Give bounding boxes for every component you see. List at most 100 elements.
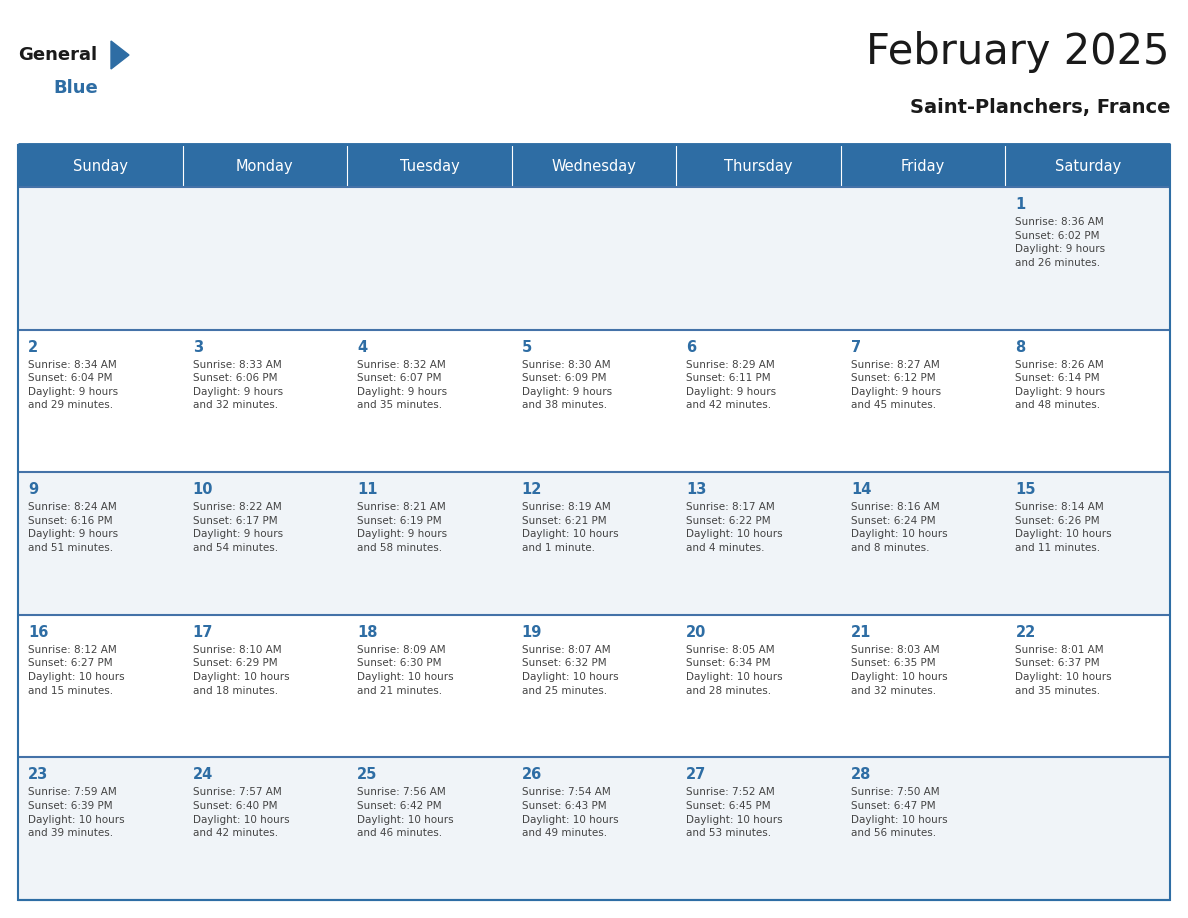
- Text: 17: 17: [192, 625, 213, 640]
- Text: Sunrise: 7:56 AM
Sunset: 6:42 PM
Daylight: 10 hours
and 46 minutes.: Sunrise: 7:56 AM Sunset: 6:42 PM Dayligh…: [358, 788, 454, 838]
- Bar: [347, 615, 512, 757]
- Text: Sunrise: 8:01 AM
Sunset: 6:37 PM
Daylight: 10 hours
and 35 minutes.: Sunrise: 8:01 AM Sunset: 6:37 PM Dayligh…: [1016, 644, 1112, 696]
- Text: 10: 10: [192, 482, 213, 498]
- Bar: [841, 757, 1005, 900]
- Bar: [1005, 330, 1170, 472]
- Text: Sunrise: 7:57 AM
Sunset: 6:40 PM
Daylight: 10 hours
and 42 minutes.: Sunrise: 7:57 AM Sunset: 6:40 PM Dayligh…: [192, 788, 289, 838]
- Text: Sunrise: 8:14 AM
Sunset: 6:26 PM
Daylight: 10 hours
and 11 minutes.: Sunrise: 8:14 AM Sunset: 6:26 PM Dayligh…: [1016, 502, 1112, 553]
- Text: Sunrise: 8:12 AM
Sunset: 6:27 PM
Daylight: 10 hours
and 15 minutes.: Sunrise: 8:12 AM Sunset: 6:27 PM Dayligh…: [29, 644, 125, 696]
- Text: Sunrise: 8:05 AM
Sunset: 6:34 PM
Daylight: 10 hours
and 28 minutes.: Sunrise: 8:05 AM Sunset: 6:34 PM Dayligh…: [687, 644, 783, 696]
- Text: 9: 9: [29, 482, 38, 498]
- Text: Sunrise: 8:33 AM
Sunset: 6:06 PM
Daylight: 9 hours
and 32 minutes.: Sunrise: 8:33 AM Sunset: 6:06 PM Dayligh…: [192, 360, 283, 410]
- Bar: [183, 757, 347, 900]
- Bar: [841, 615, 1005, 757]
- Bar: [841, 145, 1005, 187]
- Text: 23: 23: [29, 767, 49, 782]
- Bar: [347, 472, 512, 615]
- Bar: [18, 472, 183, 615]
- Bar: [841, 187, 1005, 330]
- Text: Sunrise: 8:34 AM
Sunset: 6:04 PM
Daylight: 9 hours
and 29 minutes.: Sunrise: 8:34 AM Sunset: 6:04 PM Dayligh…: [29, 360, 118, 410]
- Text: Tuesday: Tuesday: [399, 159, 460, 174]
- Text: 6: 6: [687, 340, 696, 354]
- Bar: [841, 472, 1005, 615]
- Bar: [512, 615, 676, 757]
- Bar: [1005, 145, 1170, 187]
- Text: 3: 3: [192, 340, 203, 354]
- Text: Saturday: Saturday: [1055, 159, 1120, 174]
- Text: 26: 26: [522, 767, 542, 782]
- Bar: [347, 330, 512, 472]
- Bar: [1005, 757, 1170, 900]
- Bar: [18, 145, 183, 187]
- Text: 19: 19: [522, 625, 542, 640]
- Text: 16: 16: [29, 625, 49, 640]
- Bar: [18, 145, 1170, 900]
- Text: 8: 8: [1016, 340, 1025, 354]
- Text: Sunrise: 7:54 AM
Sunset: 6:43 PM
Daylight: 10 hours
and 49 minutes.: Sunrise: 7:54 AM Sunset: 6:43 PM Dayligh…: [522, 788, 618, 838]
- Text: Thursday: Thursday: [725, 159, 792, 174]
- Bar: [1005, 615, 1170, 757]
- Bar: [676, 472, 841, 615]
- Text: Sunrise: 8:32 AM
Sunset: 6:07 PM
Daylight: 9 hours
and 35 minutes.: Sunrise: 8:32 AM Sunset: 6:07 PM Dayligh…: [358, 360, 447, 410]
- Text: Monday: Monday: [236, 159, 293, 174]
- Text: 18: 18: [358, 625, 378, 640]
- Text: Sunrise: 8:03 AM
Sunset: 6:35 PM
Daylight: 10 hours
and 32 minutes.: Sunrise: 8:03 AM Sunset: 6:35 PM Dayligh…: [851, 644, 948, 696]
- Text: 28: 28: [851, 767, 871, 782]
- Bar: [676, 757, 841, 900]
- Bar: [512, 757, 676, 900]
- Bar: [512, 145, 676, 187]
- Bar: [18, 757, 183, 900]
- Text: Sunrise: 8:16 AM
Sunset: 6:24 PM
Daylight: 10 hours
and 8 minutes.: Sunrise: 8:16 AM Sunset: 6:24 PM Dayligh…: [851, 502, 948, 553]
- Text: February 2025: February 2025: [866, 31, 1170, 73]
- Polygon shape: [110, 41, 129, 69]
- Bar: [183, 615, 347, 757]
- Bar: [183, 472, 347, 615]
- Bar: [676, 330, 841, 472]
- Text: 11: 11: [358, 482, 378, 498]
- Text: 21: 21: [851, 625, 871, 640]
- Text: Sunrise: 7:59 AM
Sunset: 6:39 PM
Daylight: 10 hours
and 39 minutes.: Sunrise: 7:59 AM Sunset: 6:39 PM Dayligh…: [29, 788, 125, 838]
- Bar: [512, 472, 676, 615]
- Text: Sunday: Sunday: [72, 159, 128, 174]
- Bar: [1005, 187, 1170, 330]
- Text: Sunrise: 8:17 AM
Sunset: 6:22 PM
Daylight: 10 hours
and 4 minutes.: Sunrise: 8:17 AM Sunset: 6:22 PM Dayligh…: [687, 502, 783, 553]
- Text: Sunrise: 8:36 AM
Sunset: 6:02 PM
Daylight: 9 hours
and 26 minutes.: Sunrise: 8:36 AM Sunset: 6:02 PM Dayligh…: [1016, 217, 1106, 268]
- Text: 25: 25: [358, 767, 378, 782]
- Text: Sunrise: 8:22 AM
Sunset: 6:17 PM
Daylight: 9 hours
and 54 minutes.: Sunrise: 8:22 AM Sunset: 6:17 PM Dayligh…: [192, 502, 283, 553]
- Text: 1: 1: [1016, 197, 1025, 212]
- Text: General: General: [18, 46, 97, 64]
- Bar: [347, 145, 512, 187]
- Bar: [1005, 472, 1170, 615]
- Text: 15: 15: [1016, 482, 1036, 498]
- Bar: [347, 757, 512, 900]
- Text: 7: 7: [851, 340, 861, 354]
- Bar: [676, 615, 841, 757]
- Text: Sunrise: 7:52 AM
Sunset: 6:45 PM
Daylight: 10 hours
and 53 minutes.: Sunrise: 7:52 AM Sunset: 6:45 PM Dayligh…: [687, 788, 783, 838]
- Bar: [347, 187, 512, 330]
- Bar: [183, 145, 347, 187]
- Text: Sunrise: 7:50 AM
Sunset: 6:47 PM
Daylight: 10 hours
and 56 minutes.: Sunrise: 7:50 AM Sunset: 6:47 PM Dayligh…: [851, 788, 948, 838]
- Text: Sunrise: 8:19 AM
Sunset: 6:21 PM
Daylight: 10 hours
and 1 minute.: Sunrise: 8:19 AM Sunset: 6:21 PM Dayligh…: [522, 502, 618, 553]
- Bar: [512, 330, 676, 472]
- Text: Sunrise: 8:27 AM
Sunset: 6:12 PM
Daylight: 9 hours
and 45 minutes.: Sunrise: 8:27 AM Sunset: 6:12 PM Dayligh…: [851, 360, 941, 410]
- Text: Saint-Planchers, France: Saint-Planchers, France: [910, 98, 1170, 118]
- Bar: [841, 330, 1005, 472]
- Text: Sunrise: 8:30 AM
Sunset: 6:09 PM
Daylight: 9 hours
and 38 minutes.: Sunrise: 8:30 AM Sunset: 6:09 PM Dayligh…: [522, 360, 612, 410]
- Text: 2: 2: [29, 340, 38, 354]
- Text: 27: 27: [687, 767, 707, 782]
- Bar: [18, 330, 183, 472]
- Text: Sunrise: 8:24 AM
Sunset: 6:16 PM
Daylight: 9 hours
and 51 minutes.: Sunrise: 8:24 AM Sunset: 6:16 PM Dayligh…: [29, 502, 118, 553]
- Bar: [512, 187, 676, 330]
- Text: 22: 22: [1016, 625, 1036, 640]
- Bar: [18, 187, 183, 330]
- Text: Sunrise: 8:10 AM
Sunset: 6:29 PM
Daylight: 10 hours
and 18 minutes.: Sunrise: 8:10 AM Sunset: 6:29 PM Dayligh…: [192, 644, 289, 696]
- Bar: [676, 145, 841, 187]
- Bar: [183, 187, 347, 330]
- Text: Sunrise: 8:29 AM
Sunset: 6:11 PM
Daylight: 9 hours
and 42 minutes.: Sunrise: 8:29 AM Sunset: 6:11 PM Dayligh…: [687, 360, 777, 410]
- Text: Sunrise: 8:21 AM
Sunset: 6:19 PM
Daylight: 9 hours
and 58 minutes.: Sunrise: 8:21 AM Sunset: 6:19 PM Dayligh…: [358, 502, 447, 553]
- Text: 4: 4: [358, 340, 367, 354]
- Text: Sunrise: 8:07 AM
Sunset: 6:32 PM
Daylight: 10 hours
and 25 minutes.: Sunrise: 8:07 AM Sunset: 6:32 PM Dayligh…: [522, 644, 618, 696]
- Bar: [18, 615, 183, 757]
- Text: 13: 13: [687, 482, 707, 498]
- Text: 14: 14: [851, 482, 871, 498]
